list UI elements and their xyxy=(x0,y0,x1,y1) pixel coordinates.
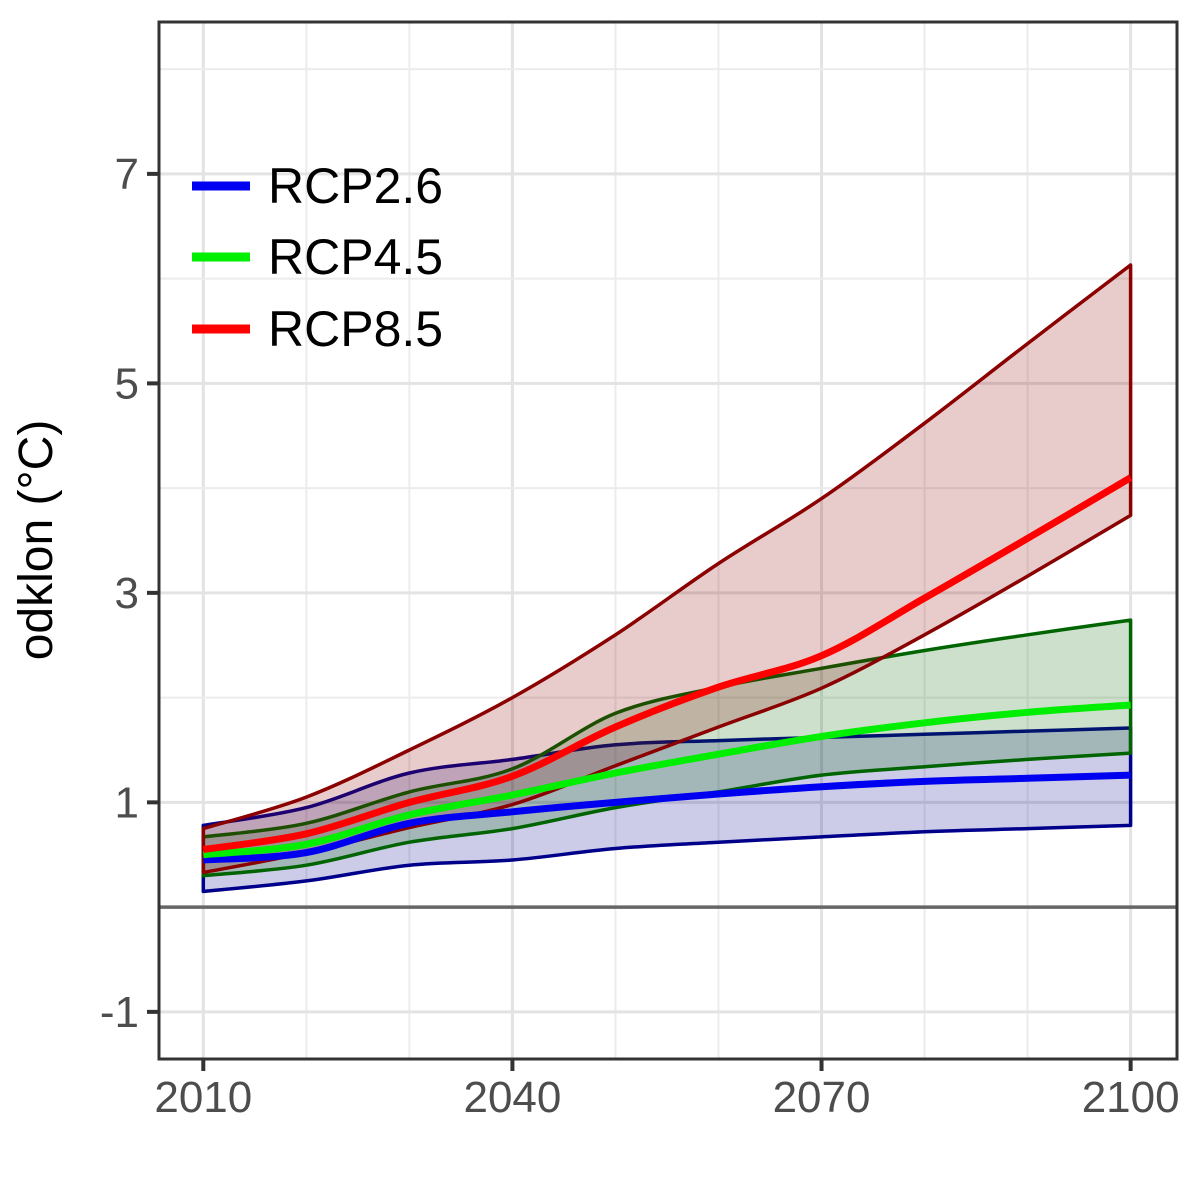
y-axis-tick-label: 3 xyxy=(115,569,139,618)
legend-label: RCP2.6 xyxy=(268,158,443,214)
legend-item-rcp26: RCP2.6 xyxy=(192,158,443,214)
legend-item-rcp45: RCP4.5 xyxy=(192,229,443,285)
legend-item-rcp85: RCP8.5 xyxy=(192,301,443,357)
uncertainty-band-rcp85 xyxy=(201,263,1133,875)
legend-label: RCP8.5 xyxy=(268,301,443,357)
y-axis-tick-label: 7 xyxy=(115,150,139,199)
projection-line-rcp45 xyxy=(202,701,1131,859)
projection-line-rcp85 xyxy=(202,474,1133,853)
projection-line-rcp26 xyxy=(203,771,1131,864)
x-axis-tick-label: 2010 xyxy=(154,1073,252,1122)
x-axis-tick-label: 2070 xyxy=(773,1073,871,1122)
legend-label: RCP4.5 xyxy=(268,229,443,285)
panel-border xyxy=(157,20,1179,1061)
y-axis-tick-label: 1 xyxy=(115,778,139,827)
x-axis-tick-label: 2040 xyxy=(463,1073,561,1122)
y-axis-tick-label: -1 xyxy=(100,988,139,1037)
y-axis-title: odklon (°C) xyxy=(10,420,63,661)
x-axis-tick-label: 2100 xyxy=(1082,1073,1180,1122)
y-axis-tick-label: 5 xyxy=(115,359,139,408)
